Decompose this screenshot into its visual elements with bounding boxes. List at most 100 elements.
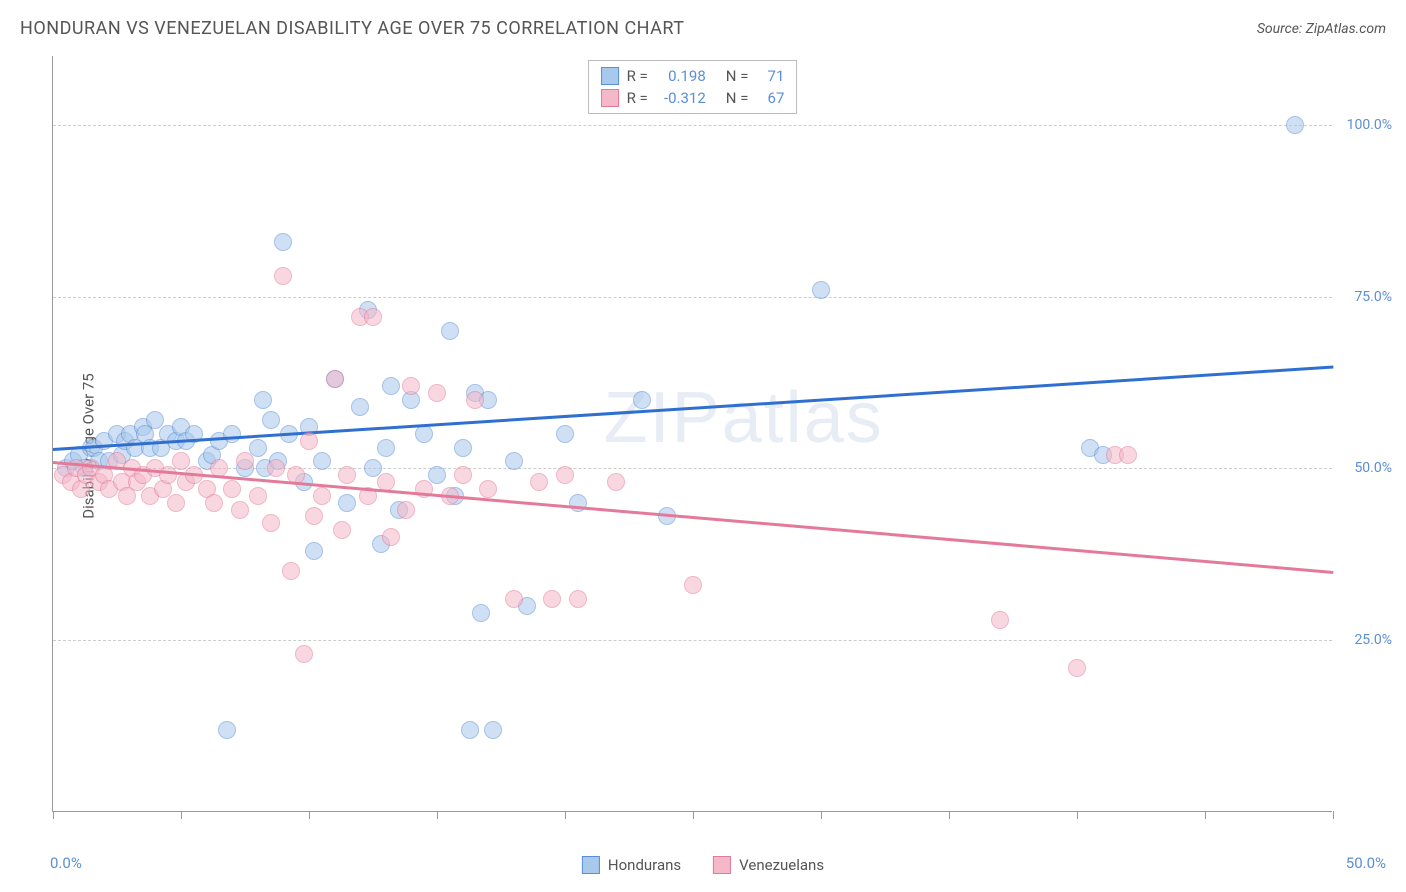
r-value: 0.198 <box>656 67 706 85</box>
data-point <box>556 466 574 484</box>
legend-swatch <box>601 89 619 107</box>
n-label: N = <box>726 89 749 107</box>
x-tick <box>565 811 566 819</box>
data-point <box>461 721 479 739</box>
data-point <box>505 590 523 608</box>
data-point <box>333 521 351 539</box>
data-point <box>249 439 267 457</box>
data-point <box>223 425 241 443</box>
r-label: R = <box>627 67 648 85</box>
data-point <box>402 377 420 395</box>
data-point <box>991 611 1009 629</box>
data-point <box>428 384 446 402</box>
data-point <box>254 391 272 409</box>
data-point <box>364 308 382 326</box>
data-point <box>505 452 523 470</box>
gridline <box>53 125 1332 126</box>
r-value: -0.312 <box>656 89 706 107</box>
data-point <box>479 480 497 498</box>
x-tick <box>693 811 694 819</box>
data-point <box>428 466 446 484</box>
data-point <box>454 466 472 484</box>
x-tick <box>53 811 54 819</box>
data-point <box>159 466 177 484</box>
data-point <box>338 466 356 484</box>
data-point <box>454 439 472 457</box>
legend-row: R = 0.198 N = 71 <box>601 65 785 87</box>
data-point <box>543 590 561 608</box>
legend-swatch <box>601 67 619 85</box>
data-point <box>415 425 433 443</box>
y-tick-label: 75.0% <box>1354 289 1392 305</box>
x-tick <box>1205 811 1206 819</box>
chart-title: HONDURAN VS VENEZUELAN DISABILITY AGE OV… <box>20 18 685 39</box>
data-point <box>274 233 292 251</box>
data-point <box>236 452 254 470</box>
y-tick-label: 100.0% <box>1347 117 1392 133</box>
data-point <box>231 501 249 519</box>
trend-line <box>53 365 1333 450</box>
data-point <box>1068 659 1086 677</box>
data-point <box>351 398 369 416</box>
data-point <box>218 721 236 739</box>
legend-swatch <box>582 856 600 874</box>
data-point <box>305 507 323 525</box>
y-tick-label: 25.0% <box>1354 632 1392 648</box>
data-point <box>267 459 285 477</box>
y-tick-label: 50.0% <box>1354 460 1392 476</box>
x-tick <box>181 811 182 819</box>
data-point <box>684 576 702 594</box>
gridline <box>53 297 1332 298</box>
data-point <box>633 391 651 409</box>
n-label: N = <box>726 67 749 85</box>
data-point <box>812 281 830 299</box>
x-tick <box>437 811 438 819</box>
data-point <box>466 391 484 409</box>
x-tick <box>949 811 950 819</box>
n-value: 67 <box>756 89 784 107</box>
data-point <box>249 487 267 505</box>
data-point <box>262 514 280 532</box>
data-point <box>305 542 323 560</box>
data-point <box>167 494 185 512</box>
legend-swatch <box>713 856 731 874</box>
data-point <box>282 562 300 580</box>
data-point <box>382 377 400 395</box>
r-label: R = <box>627 89 648 107</box>
x-tick <box>309 811 310 819</box>
data-point <box>377 439 395 457</box>
data-point <box>1119 446 1137 464</box>
x-tick <box>1333 811 1334 819</box>
data-point <box>1286 116 1304 134</box>
legend-item: Hondurans <box>582 856 681 874</box>
data-point <box>313 452 331 470</box>
data-point <box>472 604 490 622</box>
source-attribution: Source: ZipAtlas.com <box>1257 21 1386 37</box>
series-legend: Hondurans Venezuelans <box>582 856 824 874</box>
legend-label: Venezuelans <box>739 856 824 874</box>
x-tick <box>1077 811 1078 819</box>
data-point <box>530 473 548 491</box>
data-point <box>484 721 502 739</box>
data-point <box>274 267 292 285</box>
data-point <box>326 370 344 388</box>
data-point <box>205 494 223 512</box>
gridline <box>53 640 1332 641</box>
data-point <box>338 494 356 512</box>
x-axis-min-label: 0.0% <box>50 854 82 872</box>
data-point <box>295 645 313 663</box>
correlation-legend: R = 0.198 N = 71 R = -0.312 N = 67 <box>588 60 798 114</box>
legend-row: R = -0.312 N = 67 <box>601 87 785 109</box>
x-axis-max-label: 50.0% <box>1346 854 1386 872</box>
data-point <box>223 480 241 498</box>
data-point <box>313 487 331 505</box>
chart-plot-area: ZIPatlas R =0.198N =71R =-0.312N =67 25.… <box>52 56 1332 812</box>
data-point <box>262 411 280 429</box>
legend-label: Hondurans <box>608 856 681 874</box>
data-point <box>569 590 587 608</box>
data-point <box>382 528 400 546</box>
x-tick <box>821 811 822 819</box>
legend-item: Venezuelans <box>713 856 824 874</box>
n-value: 71 <box>756 67 784 85</box>
data-point <box>441 322 459 340</box>
